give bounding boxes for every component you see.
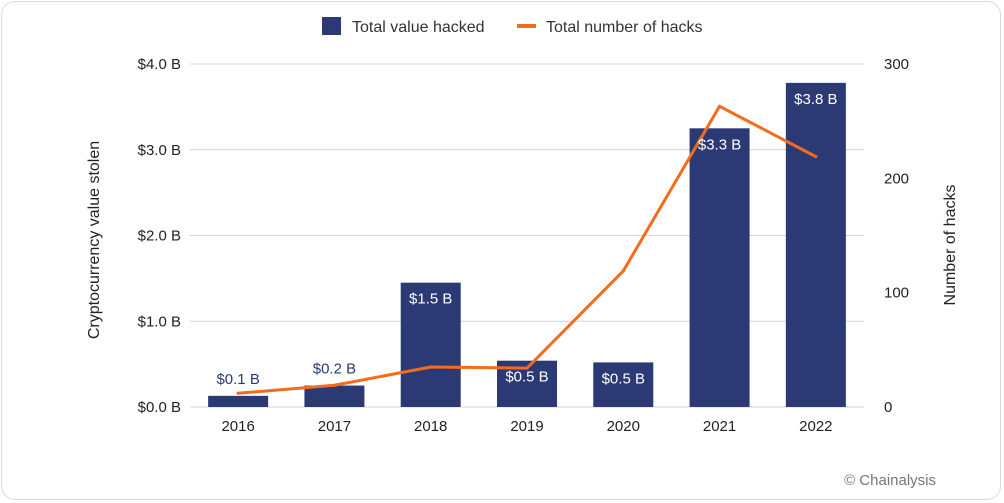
left-axis-title: Cryptocurrency value stolen — [86, 141, 103, 339]
line-point — [236, 391, 240, 395]
right-axis-title: Number of hacks — [942, 185, 959, 306]
line-series — [236, 104, 818, 395]
y-left-tick-label: $1.0 B — [138, 313, 181, 330]
left-axis-ticks: $0.0 B $1.0 B $2.0 B $3.0 B $4.0 B — [138, 56, 181, 416]
x-tick-label: 2022 — [799, 418, 832, 435]
bar — [304, 385, 365, 407]
line-point — [621, 269, 625, 273]
legend-label-line: Total number of hacks — [546, 19, 703, 36]
bar-data-label: $0.5 B — [505, 369, 548, 386]
bar — [785, 82, 846, 408]
bar-data-label: $0.1 B — [216, 371, 259, 388]
bar — [400, 282, 461, 407]
x-tick-label: 2019 — [510, 418, 543, 435]
x-tick-label: 2020 — [607, 418, 640, 435]
legend-swatch-bar — [322, 17, 341, 35]
bar-data-label: $3.8 B — [794, 91, 837, 108]
bar — [208, 395, 269, 407]
bar-data-label: $1.5 B — [409, 291, 452, 308]
y-right-tick-label: 0 — [884, 399, 892, 416]
chainalysis-watermark: © Chainalysis — [844, 472, 936, 489]
legend: Total value hacked Total number of hacks — [322, 17, 703, 36]
x-tick-label: 2021 — [703, 418, 736, 435]
bar-data-label: $3.3 B — [698, 136, 741, 153]
y-right-tick-label: 300 — [884, 56, 909, 73]
grid-lines — [190, 63, 864, 408]
x-axis-ticks: 2016 2017 2018 2019 2020 2021 2022 — [221, 418, 832, 435]
y-left-tick-label: $2.0 B — [138, 228, 181, 245]
y-right-tick-label: 200 — [884, 170, 909, 187]
x-tick-label: 2017 — [318, 418, 351, 435]
line-point — [718, 104, 722, 108]
y-left-tick-label: $0.0 B — [138, 399, 181, 416]
bar-data-label: $0.5 B — [602, 370, 645, 387]
y-left-tick-label: $4.0 B — [138, 56, 181, 73]
legend-label-bar: Total value hacked — [352, 19, 485, 36]
bar — [593, 362, 654, 407]
bar-series — [208, 82, 846, 408]
y-right-tick-label: 100 — [884, 285, 909, 302]
legend-swatch-line — [517, 24, 536, 28]
line-point — [429, 365, 433, 369]
line-point — [332, 383, 336, 387]
data-labels: $0.1 B $0.2 B $1.5 B $0.5 B $0.5 B $3.3 B $3.8… — [216, 91, 837, 388]
y-left-tick-label: $3.0 B — [138, 142, 181, 159]
right-axis-ticks: 0 100 200 300 — [884, 56, 909, 416]
x-tick-label: 2016 — [221, 418, 254, 435]
line-point — [814, 155, 818, 159]
x-tick-label: 2018 — [414, 418, 447, 435]
bar — [689, 128, 750, 407]
line-point — [525, 366, 529, 370]
bar-data-label: $0.2 B — [313, 361, 356, 378]
